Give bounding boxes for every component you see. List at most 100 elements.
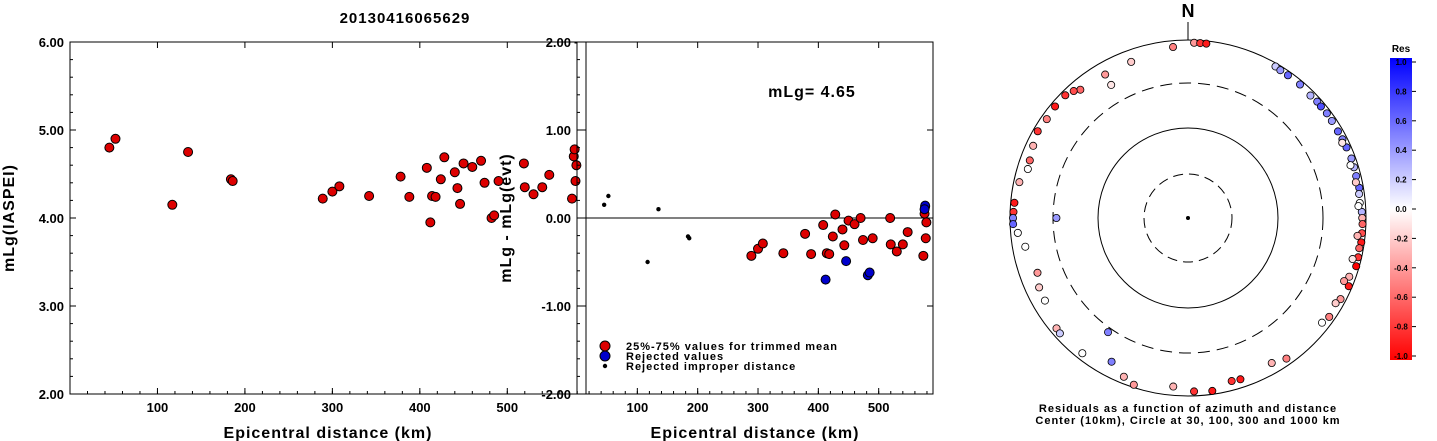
data-point — [827, 231, 838, 242]
ring-30km — [1143, 173, 1233, 263]
station-marker — [1208, 386, 1217, 395]
station-marker — [1021, 242, 1030, 251]
legend-label-improper: Rejected improper distance — [626, 361, 796, 373]
data-point — [839, 240, 850, 251]
station-marker — [1169, 382, 1178, 391]
data-point — [830, 209, 841, 220]
station-marker — [1358, 220, 1367, 229]
data-point — [449, 167, 460, 178]
station-marker — [1282, 354, 1291, 363]
data-point — [395, 171, 406, 182]
data-point — [746, 250, 757, 261]
x-tick-label: 300 — [747, 400, 769, 415]
legend: 25%-75% values for trimmed mean Rejected… — [599, 340, 838, 373]
x-axis-label: Epicentral distance (km) — [651, 425, 860, 441]
data-point — [167, 199, 178, 210]
caption-line-2: Center (10km), Circle at 30, 100, 300 an… — [1035, 415, 1340, 427]
data-point — [570, 176, 581, 187]
station-marker — [1035, 283, 1044, 292]
station-marker — [1352, 262, 1361, 271]
station-marker — [1069, 87, 1078, 96]
legend-marker-improper — [602, 363, 608, 369]
y-tick-label: 2.00 — [546, 35, 571, 50]
magnitude-vs-distance-chart: 100 200 300 400 500 2.00 3.00 4.00 5.00 6.00 Epic… — [1, 35, 587, 441]
x-tick-label: 500 — [868, 400, 890, 415]
legend-label-trimmed: 25%-75% values for trimmed mean — [626, 341, 838, 353]
data-point — [601, 202, 607, 207]
station-marker — [1347, 154, 1356, 163]
station-marker — [1355, 189, 1364, 198]
station-marker — [1340, 277, 1349, 286]
data-point — [921, 217, 932, 228]
data-point — [849, 219, 860, 230]
station-marker — [1353, 231, 1362, 240]
x-tick-label: 400 — [409, 400, 431, 415]
colorbar-tick-label: 1.0 — [1395, 58, 1407, 67]
station-marker — [1107, 80, 1116, 89]
y-axis-label: mLg(IASPEI) — [1, 164, 18, 272]
station-marker — [1276, 66, 1285, 75]
station-marker — [1013, 228, 1022, 237]
x-tick-label: 200 — [687, 400, 709, 415]
data-point — [902, 227, 913, 238]
data-point — [489, 210, 500, 221]
colorbar-tick-label: 0.8 — [1395, 87, 1407, 96]
station-marker — [1119, 372, 1128, 381]
data-point — [885, 239, 896, 250]
station-marker — [1042, 115, 1051, 124]
station-marker — [1129, 380, 1138, 389]
ring-100km — [1097, 127, 1279, 309]
station-marker — [1107, 357, 1116, 366]
data-point — [567, 193, 578, 204]
data-point — [183, 147, 194, 157]
data-point — [920, 233, 931, 244]
x-tick-label: 500 — [496, 400, 518, 415]
station-marker — [1344, 282, 1353, 291]
data-point — [519, 182, 530, 193]
data-point — [435, 174, 446, 185]
station-marker — [1078, 349, 1087, 358]
plot-frame — [574, 41, 577, 44]
caption-line-1: Residuals as a function of azimuth and d… — [1039, 403, 1337, 415]
data-point — [476, 155, 487, 166]
station-marker — [1355, 244, 1364, 253]
x-tick-label: 100 — [147, 400, 169, 415]
colorbar-tick-label: -0.4 — [1394, 264, 1408, 273]
y-tick-label: 0.00 — [546, 211, 571, 226]
x-tick-label: 400 — [808, 400, 830, 415]
colorbar-tick-label: 0.6 — [1395, 117, 1407, 126]
data-point — [439, 152, 450, 163]
data-point — [110, 133, 121, 144]
data-point — [806, 249, 817, 260]
data-point — [656, 207, 661, 212]
colorbar-title: Res — [1392, 44, 1411, 55]
data-point — [317, 193, 328, 204]
data-point — [537, 182, 548, 193]
colorbar-tick-label: -1.0 — [1394, 352, 1408, 361]
data-point — [645, 259, 650, 265]
station-marker — [1127, 57, 1136, 66]
station-marker — [1327, 116, 1336, 125]
station-marker — [1025, 156, 1034, 165]
colorbar-tick-label: 0.0 — [1395, 205, 1407, 214]
data-point — [571, 160, 582, 171]
x-axis-label: Epicentral distance (km) — [224, 425, 433, 441]
data-point — [455, 198, 466, 209]
x-tick-label: 200 — [234, 400, 256, 415]
data-point — [864, 267, 875, 278]
station-marker — [1348, 255, 1357, 264]
station-marker — [1169, 43, 1178, 52]
station-marker — [1104, 328, 1113, 337]
x-tick-label: 300 — [322, 400, 344, 415]
data-point — [919, 204, 930, 215]
data-point — [841, 256, 852, 267]
station-marker — [1333, 127, 1342, 136]
colorbar-tick-label: -0.8 — [1394, 323, 1408, 332]
y-tick-label: 5.00 — [39, 123, 64, 138]
data-point — [800, 228, 811, 239]
legend-label-rejected: Rejected values — [626, 351, 724, 363]
data-point — [452, 183, 463, 194]
y-tick-label: 6.00 — [39, 35, 64, 50]
colorbar-tick-label: 0.4 — [1395, 146, 1407, 155]
